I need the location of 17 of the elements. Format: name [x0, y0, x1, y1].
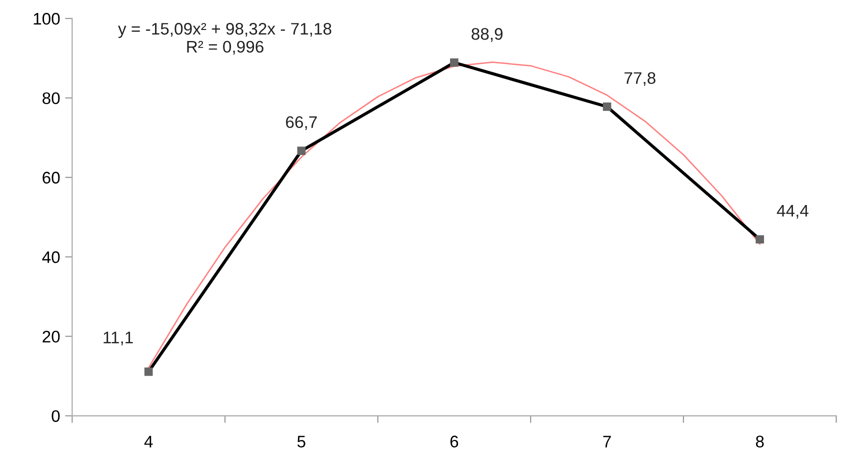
- data-label: 44,4: [776, 205, 808, 219]
- data-label: 77,8: [624, 72, 656, 86]
- y-tick-label: 0: [52, 410, 60, 422]
- annotation: y = -15,09x² + 98,32x - 71,18 R² = 0,996: [118, 22, 332, 55]
- x-tick-label: 7: [603, 436, 611, 448]
- data-label: 88,9: [472, 28, 503, 42]
- y-tick-label: 80: [42, 92, 60, 104]
- y-tick-label: 20: [42, 330, 60, 343]
- x-tick-label: 8: [756, 436, 764, 448]
- y-tick-label: 40: [42, 251, 60, 264]
- data-label: 66,7: [286, 116, 317, 130]
- x-tick-label: 4: [144, 436, 153, 448]
- data-label: 11,1: [104, 332, 133, 346]
- y-tick-label: 100: [34, 12, 60, 25]
- y-tick-label: 60: [42, 172, 60, 184]
- x-tick-label: 5: [297, 436, 306, 448]
- x-tick-label: 6: [450, 436, 458, 448]
